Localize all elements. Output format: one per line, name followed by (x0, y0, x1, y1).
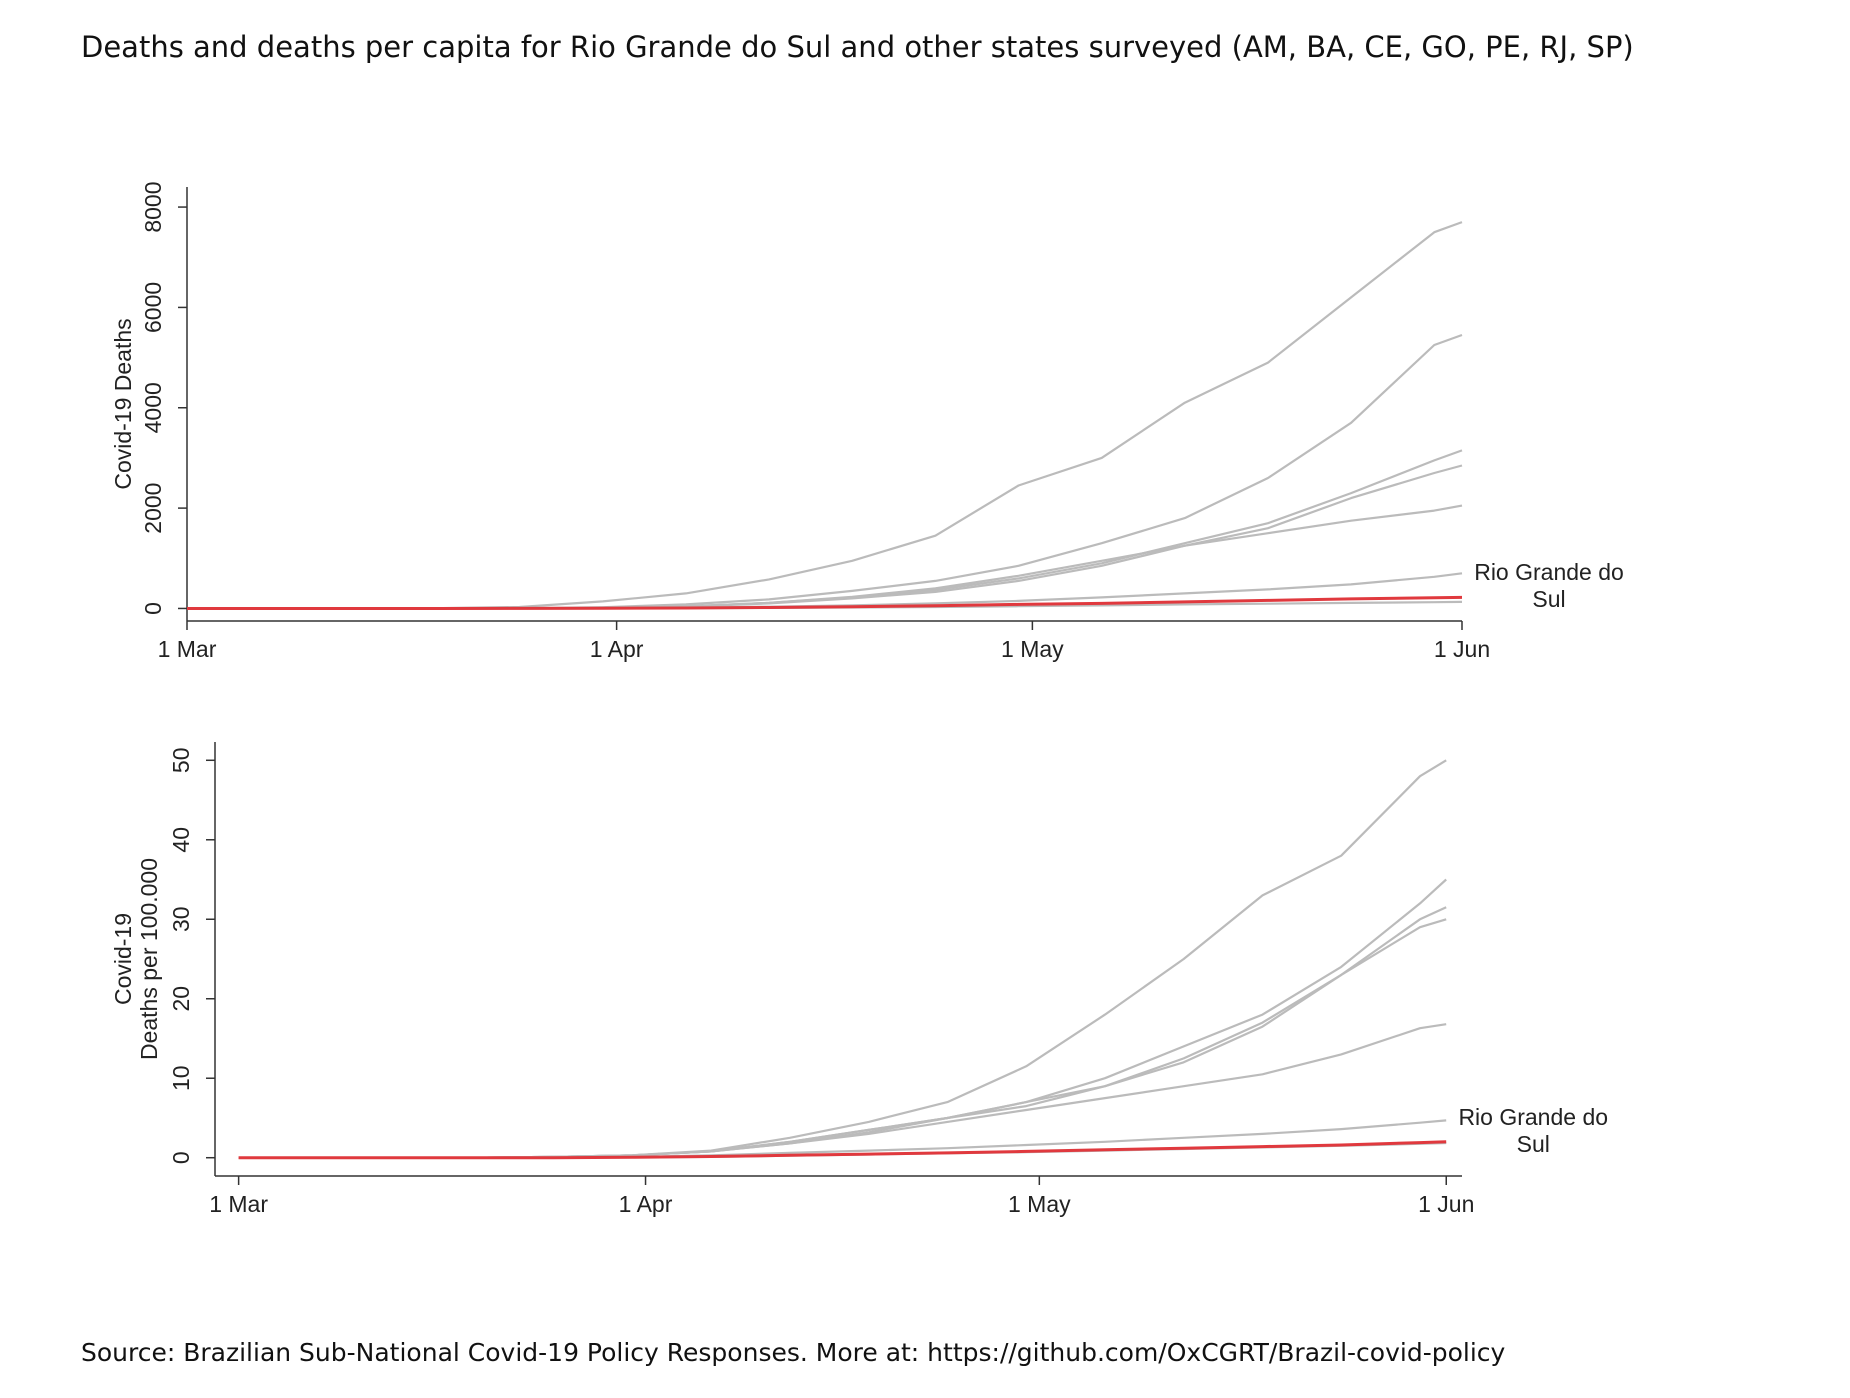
series-line (238, 1140, 1447, 1160)
y-axis-label: Covid-19 (110, 913, 136, 1005)
series-label: Rio Grande do Sul (1458, 1103, 1609, 1157)
y-tick-label: 10 (168, 1065, 194, 1091)
x-tick-label: 1 Apr (590, 636, 644, 662)
y-tick-label: 40 (168, 827, 194, 853)
y-tick-label: 4000 (140, 382, 166, 433)
series-line (187, 464, 1463, 610)
y-tick-label: 0 (168, 1151, 194, 1164)
y-tick-label: 0 (140, 602, 166, 615)
series-label: Rio Grande do Sul (1474, 559, 1624, 613)
x-tick-label: 1 Jun (1418, 1191, 1474, 1217)
series-line (238, 918, 1447, 1159)
x-tick-label: 1 Mar (209, 1191, 268, 1217)
x-tick-label: 1 Mar (158, 636, 217, 662)
y-axis-label: Covid-19 Deaths (110, 318, 136, 489)
x-tick-label: 1 May (1001, 636, 1064, 662)
y-tick-label: 6000 (140, 282, 166, 333)
series-line (187, 449, 1463, 610)
y-tick-label: 20 (168, 986, 194, 1012)
series-line (187, 595, 1463, 610)
series-line (187, 221, 1463, 610)
series-line (238, 759, 1447, 1159)
y-tick-label: 2000 (140, 483, 166, 534)
y-tick-label: 8000 (140, 181, 166, 232)
source-note: Source: Brazilian Sub-National Covid-19 … (81, 1338, 1506, 1367)
series-line (238, 1023, 1447, 1159)
y-axis-label: Deaths per 100.000 (136, 858, 162, 1060)
series-line (238, 1119, 1447, 1159)
title: Deaths and deaths per capita for Rio Gra… (81, 30, 1634, 64)
y-tick-label: 50 (168, 747, 194, 773)
x-tick-label: 1 Apr (619, 1191, 673, 1217)
x-tick-label: 1 May (1008, 1191, 1071, 1217)
x-tick-label: 1 Jun (1434, 636, 1490, 662)
series-line (238, 878, 1447, 1159)
series-line (238, 906, 1447, 1159)
y-tick-label: 30 (168, 906, 194, 932)
